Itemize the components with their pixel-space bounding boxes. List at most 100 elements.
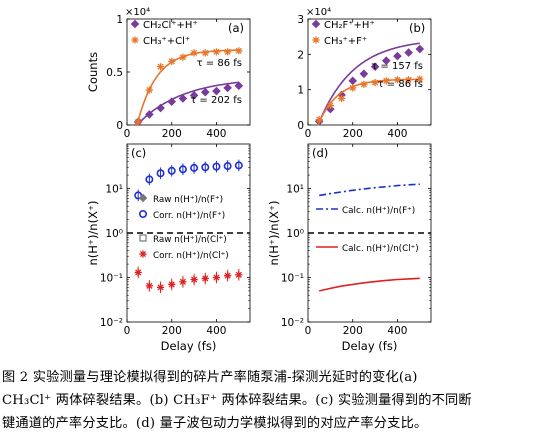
data-point bbox=[405, 76, 413, 84]
data-point bbox=[348, 76, 358, 86]
panel-label: (c) bbox=[131, 146, 146, 160]
data-point bbox=[404, 48, 413, 57]
data-point-stroke bbox=[372, 79, 379, 86]
legend-label: Calc. n(H⁺)/n(Cl⁺) bbox=[342, 244, 419, 254]
legend-label: CH₃⁺+Cl⁺ bbox=[143, 36, 190, 47]
data-point bbox=[382, 77, 390, 85]
x-tick-label: 400 bbox=[206, 325, 226, 337]
legend-marker-stroke bbox=[312, 36, 320, 44]
data-point bbox=[200, 87, 210, 97]
legend-marker bbox=[139, 210, 148, 219]
x-tick-label: 200 bbox=[343, 325, 363, 337]
legend-marker bbox=[139, 234, 147, 242]
caption-line-2: CH₃Cl⁺ 两体碎裂结果。(b) CH₃F⁺ 两体碎裂结果。(c) 实验测量得… bbox=[2, 393, 472, 408]
series-b-1 bbox=[315, 75, 424, 126]
y-axis-label: n(H⁺)/n(X⁺) bbox=[86, 200, 100, 265]
data-point bbox=[156, 169, 165, 178]
data-point-stroke bbox=[179, 54, 186, 61]
data-point-stroke bbox=[202, 49, 209, 56]
y-axis-label: Counts bbox=[86, 52, 100, 92]
data-point bbox=[145, 282, 153, 290]
y-tick-label: 0.5 bbox=[106, 67, 123, 79]
data-point-stroke bbox=[157, 63, 164, 70]
fit-curve bbox=[317, 78, 420, 126]
data-point bbox=[370, 62, 380, 72]
series-d-0 bbox=[319, 183, 420, 197]
legend-marker bbox=[138, 193, 148, 203]
data-point-stroke bbox=[416, 76, 423, 83]
data-point-stroke bbox=[224, 48, 231, 55]
data-point-stroke bbox=[213, 48, 220, 55]
data-point bbox=[179, 278, 187, 286]
data-point-stroke bbox=[135, 118, 142, 125]
legend-marker bbox=[131, 36, 139, 44]
series-c-1 bbox=[134, 159, 243, 202]
data-point bbox=[212, 48, 221, 56]
data-point bbox=[145, 110, 154, 119]
data-point-stroke bbox=[146, 282, 153, 289]
data-point bbox=[156, 103, 165, 113]
data-point bbox=[337, 94, 346, 103]
data-point bbox=[234, 161, 243, 170]
y-tick-label: 2 bbox=[297, 49, 304, 61]
y-exponent-label: ×10⁴ bbox=[306, 7, 331, 18]
chart-panel-c: 0 200 400 10⁻² 10⁻¹ 10⁰ 10¹ n(H⁺)/n(X⁺) Delay (f… bbox=[86, 143, 251, 353]
chart-panel-a: 0 200 400 0 0.5 1×10⁴ Counts (a) CH₂Cl⁺+H⁺ CH₃⁺+C… bbox=[86, 7, 251, 140]
y-tick-label: 10⁻¹ bbox=[100, 273, 123, 285]
data-point bbox=[212, 273, 221, 282]
legend-marker-stroke bbox=[131, 36, 139, 44]
data-point-stroke bbox=[146, 86, 153, 94]
x-tick-label: 200 bbox=[162, 128, 182, 140]
series-line bbox=[319, 183, 420, 197]
x-axis-label: Delay (fs) bbox=[161, 339, 217, 353]
data-point-stroke bbox=[235, 47, 242, 54]
chart-panel-b: 0 200 400 0 1 2 3×10⁴ (b) CH₂F⁺+H⁺ CH₃⁺+F⁺ τ = 157… bbox=[297, 7, 432, 140]
data-point bbox=[315, 116, 323, 124]
legend-marker bbox=[311, 19, 321, 29]
x-tick-label: 0 bbox=[124, 325, 131, 337]
legend-label: Corr. n(H⁺)/n(F⁺) bbox=[153, 211, 225, 221]
y-tick-label: 10⁻² bbox=[100, 317, 123, 329]
data-point bbox=[134, 268, 142, 277]
y-tick-label: 1 bbox=[116, 14, 123, 26]
data-point bbox=[223, 162, 232, 171]
chart-panel-d: 0 200 400 10⁻² 10⁻¹ 10⁰ 10¹ n(H⁺)/n(X⁺) Delay (f… bbox=[267, 143, 432, 353]
data-point bbox=[234, 81, 244, 91]
data-point bbox=[224, 272, 232, 280]
legend-label: Raw n(H⁺)/n(Cl⁺) bbox=[153, 235, 227, 245]
tau-label: τ = 86 fs bbox=[197, 58, 242, 69]
data-point bbox=[156, 63, 165, 71]
data-point bbox=[416, 75, 424, 83]
legend-label: Calc. n(H⁺)/n(F⁺) bbox=[342, 206, 415, 216]
data-point-stroke bbox=[235, 271, 242, 278]
data-point bbox=[224, 48, 232, 56]
legend-label: CH₂Cl⁺+H⁺ bbox=[143, 20, 198, 31]
legend-marker bbox=[139, 250, 147, 258]
data-point bbox=[393, 76, 402, 84]
data-point bbox=[190, 49, 198, 57]
legend-label: Raw n(H⁺)/n(F⁺) bbox=[153, 195, 223, 205]
data-point bbox=[212, 86, 221, 96]
legend-label: CH₂F⁺+H⁺ bbox=[324, 20, 375, 31]
data-point bbox=[168, 280, 176, 288]
data-point bbox=[201, 274, 209, 283]
data-point bbox=[179, 53, 187, 61]
y-tick-label: 10⁰ bbox=[105, 228, 123, 240]
data-point bbox=[235, 47, 243, 55]
data-point-stroke bbox=[168, 281, 175, 288]
x-tick-label: 400 bbox=[387, 325, 407, 337]
y-tick-label: 1 bbox=[297, 85, 304, 97]
series-a-0 bbox=[133, 81, 244, 127]
series-line bbox=[319, 277, 420, 292]
x-tick-label: 200 bbox=[162, 325, 182, 337]
y-tick-label: 10¹ bbox=[286, 184, 304, 196]
caption-line-1: 图 2 实验测量与理论模拟得到的碎片产率随泵浦‑探测光延时的变化(a) bbox=[2, 370, 418, 385]
data-point bbox=[178, 165, 187, 174]
x-tick-label: 0 bbox=[305, 128, 312, 140]
series-d-1 bbox=[319, 277, 420, 292]
data-point bbox=[349, 84, 357, 92]
data-point-stroke bbox=[224, 272, 231, 279]
fit-curve bbox=[317, 42, 420, 126]
panel-label: (d) bbox=[312, 146, 328, 160]
data-point-stroke bbox=[135, 269, 142, 276]
